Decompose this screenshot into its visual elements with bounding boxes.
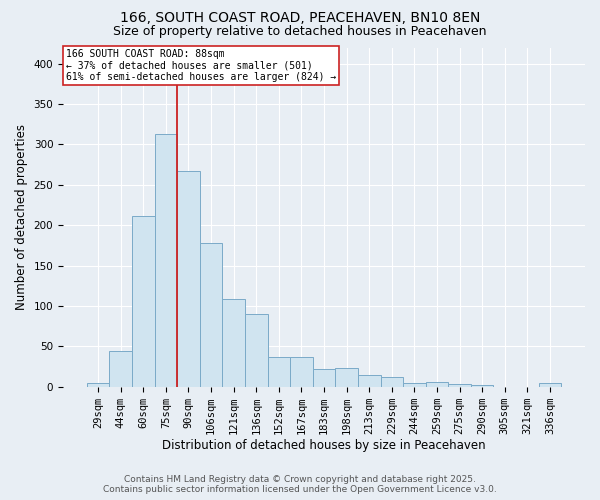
Text: 166, SOUTH COAST ROAD, PEACEHAVEN, BN10 8EN: 166, SOUTH COAST ROAD, PEACEHAVEN, BN10 … bbox=[120, 11, 480, 25]
Bar bbox=[223, 300, 245, 386]
Bar bbox=[425, 382, 448, 386]
Y-axis label: Number of detached properties: Number of detached properties bbox=[15, 124, 28, 310]
Text: Size of property relative to detached houses in Peacehaven: Size of property relative to detached ho… bbox=[113, 25, 487, 38]
Bar bbox=[403, 382, 425, 386]
Bar bbox=[290, 357, 313, 386]
Bar bbox=[448, 384, 471, 386]
Bar bbox=[313, 369, 335, 386]
Text: 166 SOUTH COAST ROAD: 88sqm
← 37% of detached houses are smaller (501)
61% of se: 166 SOUTH COAST ROAD: 88sqm ← 37% of det… bbox=[65, 49, 336, 82]
Bar bbox=[200, 243, 223, 386]
Bar bbox=[132, 216, 155, 386]
Bar bbox=[268, 357, 290, 386]
Bar bbox=[335, 368, 358, 386]
X-axis label: Distribution of detached houses by size in Peacehaven: Distribution of detached houses by size … bbox=[162, 440, 486, 452]
Text: Contains HM Land Registry data © Crown copyright and database right 2025.
Contai: Contains HM Land Registry data © Crown c… bbox=[103, 474, 497, 494]
Bar bbox=[155, 134, 177, 386]
Bar bbox=[87, 382, 109, 386]
Bar bbox=[245, 314, 268, 386]
Bar bbox=[109, 351, 132, 386]
Bar bbox=[539, 384, 561, 386]
Bar bbox=[471, 385, 493, 386]
Bar bbox=[177, 171, 200, 386]
Bar bbox=[358, 376, 380, 386]
Bar bbox=[380, 377, 403, 386]
